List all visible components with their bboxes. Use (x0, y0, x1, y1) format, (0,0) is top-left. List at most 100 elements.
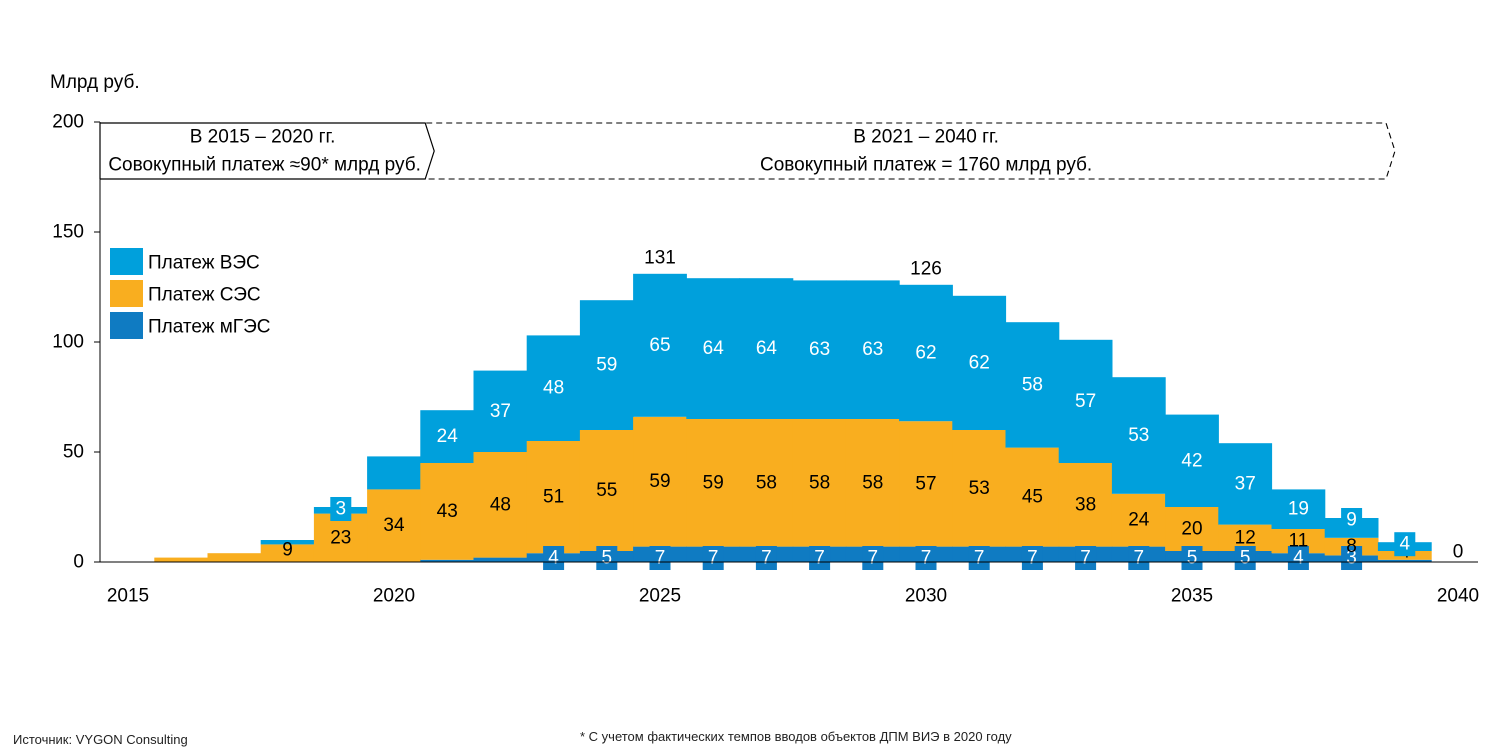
y-tick-label-200: 200 (52, 112, 84, 133)
label-ves-2028: 63 (809, 339, 830, 360)
x-tick-label-2035: 2035 (1171, 586, 1213, 607)
label-ses-2038: 8 (1346, 536, 1357, 557)
bar-ses-2033 (1058, 463, 1113, 547)
label-mges-2025: 7 (655, 548, 666, 569)
label-box-mges-2036 (1234, 546, 1256, 570)
label-box-mges-2032 (1021, 546, 1043, 570)
label-mges-2034: 7 (1134, 548, 1145, 569)
bar-ves-2028 (792, 280, 847, 419)
label-box-ves-2039 (1394, 532, 1416, 557)
label-ves-2033: 57 (1075, 391, 1096, 412)
bar-ses-2023 (526, 441, 581, 554)
bar-ses-2031 (952, 430, 1007, 547)
label-box-mges-2024 (596, 546, 618, 570)
bar-ves-2032 (1005, 322, 1060, 448)
label-box-mges-2025 (649, 546, 671, 570)
period-annotations: В 2015 – 2020 гг. Совокупный платеж ≈90* … (99, 122, 1396, 180)
label-ses-2036: 12 (1235, 527, 1256, 548)
bar-mges-2039 (1377, 559, 1432, 562)
label-ves-2035: 42 (1181, 450, 1202, 471)
bar-ses-2017 (207, 553, 262, 562)
label-box-mges-2023 (543, 546, 565, 570)
label-box-mges-2033 (1075, 546, 1097, 570)
y-tick-label-50: 50 (63, 442, 84, 463)
bar-ses-2035 (1165, 507, 1219, 551)
bar-ses-2022 (473, 452, 528, 558)
label-mges-2038: 3 (1346, 548, 1357, 569)
label-ses-2030: 57 (915, 473, 936, 494)
y-tick-label-150: 150 (52, 222, 84, 243)
bar-ves-2031 (952, 295, 1007, 430)
bar-ves-2033 (1058, 339, 1113, 463)
label-ses-2020: 34 (383, 515, 405, 536)
label-ses-2032: 45 (1022, 487, 1043, 508)
x-tick-label-2020: 2020 (373, 586, 415, 607)
bars-layer (154, 273, 1432, 562)
label-ves-2022: 37 (490, 401, 511, 422)
period-1-line-2: Совокупный платеж ≈90* млрд руб. (108, 155, 421, 176)
label-box-mges-2028 (809, 546, 831, 570)
bar-ves-2021 (420, 410, 475, 463)
bar-ves-2036 (1218, 443, 1273, 525)
footnote: * С учетом фактических темпов вводов объ… (580, 729, 1012, 744)
bar-ses-2027 (739, 419, 794, 547)
label-ses-2018: 9 (282, 540, 293, 561)
period-2-line-2: Совокупный платеж = 1760 млрд руб. (760, 155, 1092, 176)
x-tick-label-2015: 2015 (107, 586, 149, 607)
label-mges-2036: 5 (1240, 548, 1251, 569)
label-ses-2024: 55 (596, 480, 617, 501)
legend-label-mges: Платеж мГЭС (148, 317, 270, 338)
label-ses-2025: 59 (649, 471, 670, 492)
bar-ses-2018 (260, 544, 315, 562)
bar-ves-2034 (1111, 377, 1166, 494)
label-ves-2037: 19 (1288, 499, 1309, 520)
label-ves-2024: 59 (596, 355, 617, 376)
label-mges-2033: 7 (1080, 548, 1091, 569)
bar-ves-2026 (686, 278, 741, 419)
label-ses-2037: 11 (1289, 531, 1309, 552)
bar-ses-2034 (1111, 493, 1166, 547)
label-ses-2022: 48 (490, 494, 511, 515)
x-tick-label-2025: 2025 (639, 586, 681, 607)
bar-ses-2026 (686, 419, 741, 547)
label-mges-2028: 7 (814, 548, 825, 569)
bar-ves-2030 (899, 284, 953, 422)
label-ses-2028: 58 (809, 472, 830, 493)
label-ves-2036: 37 (1235, 473, 1256, 494)
legend: Платеж ВЭС Платеж СЭС Платеж мГЭС (110, 248, 270, 339)
label-ses-2035: 20 (1181, 519, 1202, 540)
label-mges-2032: 7 (1027, 548, 1038, 569)
label-ses-2034: 24 (1128, 510, 1150, 531)
label-ses-2027: 58 (756, 472, 777, 493)
y-axis-label: Млрд руб. (50, 72, 140, 93)
bar-mges-2021 (420, 559, 475, 562)
bar-ves-2018 (260, 540, 315, 545)
label-ves-2032: 58 (1022, 374, 1043, 395)
bar-ses-2032 (1005, 447, 1060, 547)
x-tick-label-2030: 2030 (905, 586, 947, 607)
label-ves-2029: 63 (862, 339, 883, 360)
legend-label-ves: Платеж ВЭС (148, 253, 260, 274)
label-box-ves-2038 (1341, 508, 1363, 532)
label-mges-2030: 7 (921, 548, 932, 569)
label-ves-2034: 53 (1128, 425, 1149, 446)
period-2-line-1: В 2021 – 2040 гг. (853, 127, 999, 148)
label-box-mges-2037 (1287, 546, 1309, 570)
data-labels-layer: 9233344324483745148555597596575964758647… (282, 247, 1463, 570)
label-ves-2025: 65 (649, 335, 670, 356)
label-mges-2037: 4 (1293, 548, 1304, 569)
x-tick-label-2040: 2040 (1437, 586, 1479, 607)
bar-ses-2029 (845, 419, 900, 547)
label-ves-2030: 62 (915, 343, 936, 364)
y-tick-label-0: 0 (73, 552, 84, 573)
total-label-2025: 131 (644, 247, 676, 268)
label-ves-2023: 48 (543, 378, 564, 399)
label-box-mges-2031 (968, 546, 990, 570)
label-box-ves-2019 (330, 497, 352, 521)
bar-ves-2025 (633, 273, 687, 417)
bar-ves-2020 (367, 456, 421, 490)
legend-swatch-ses (110, 280, 143, 307)
bar-ves-2023 (526, 335, 581, 441)
label-mges-2029: 7 (868, 548, 879, 569)
